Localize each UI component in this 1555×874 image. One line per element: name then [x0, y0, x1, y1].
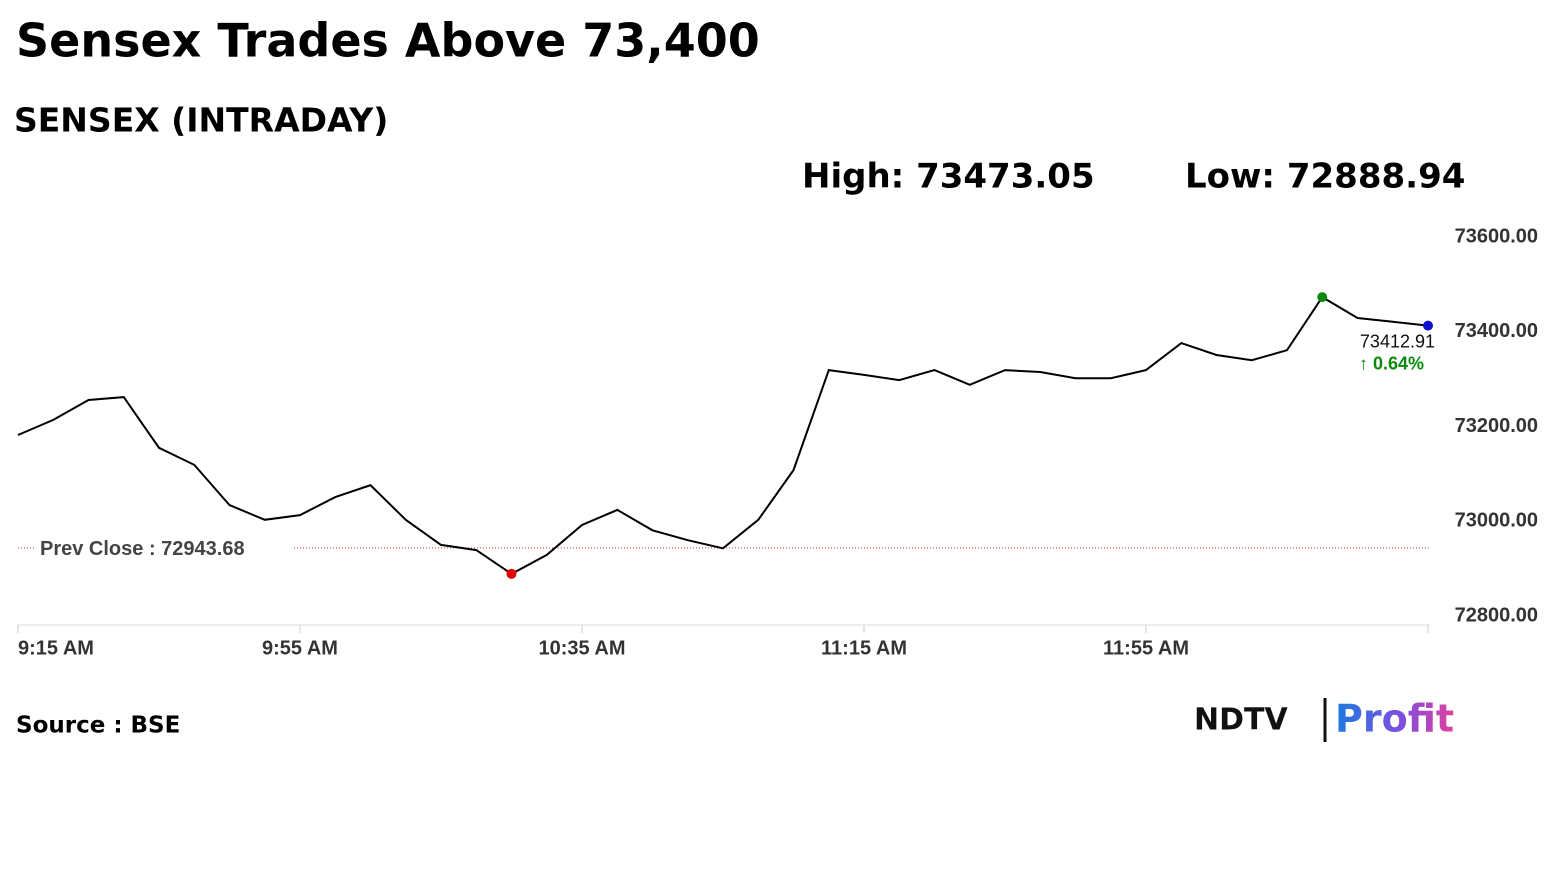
high-dot	[1317, 292, 1328, 303]
y-tick-label: 73200.00	[1455, 415, 1538, 437]
prev-close-label: Prev Close : 72943.68	[40, 538, 245, 560]
low-dot	[506, 568, 517, 579]
y-tick-label: 73400.00	[1455, 320, 1538, 342]
source: Source : BSE	[16, 713, 180, 739]
low-label: Low: 72888.94	[1185, 157, 1465, 197]
x-tick-label: 11:15 AM	[821, 637, 907, 659]
last-value: 73412.91	[1360, 331, 1435, 351]
high-label: High: 73473.05	[802, 157, 1095, 197]
y-tick-label: 72800.00	[1455, 604, 1538, 626]
price-line	[17, 295, 1429, 576]
y-tick-label: 73600.00	[1455, 225, 1538, 247]
prev-close-bg	[34, 534, 292, 561]
x-tick-label: 10:35 AM	[538, 637, 625, 659]
x-tick-label: 9:15 AM	[18, 637, 94, 659]
x-tick-label: 11:55 AM	[1103, 637, 1189, 659]
x-tick-label: 9:55 AM	[262, 637, 338, 659]
logo-right: Profit	[1335, 697, 1454, 741]
logo-left: NDTV	[1194, 703, 1288, 738]
chart-subtitle: SENSEX (INTRADAY)	[14, 101, 388, 140]
last-dot	[1423, 320, 1433, 331]
change-value: ↑ 0.64%	[1359, 353, 1424, 373]
y-tick-label: 73000.00	[1455, 510, 1538, 532]
chart-title: Sensex Trades Above 73,400	[16, 14, 760, 68]
